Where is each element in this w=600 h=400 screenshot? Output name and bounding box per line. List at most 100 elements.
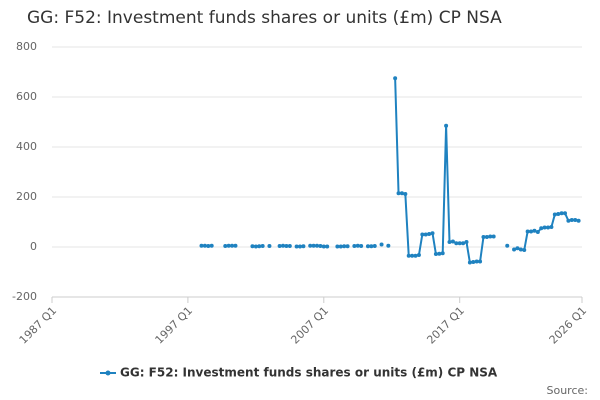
point — [481, 235, 486, 239]
point — [406, 253, 411, 258]
x-tick-label: 2026 Q1 — [547, 304, 590, 347]
point — [393, 76, 398, 81]
x-tick-label: 1987 Q1 — [17, 304, 60, 347]
x-tick-label: 2017 Q1 — [424, 304, 467, 347]
point — [206, 244, 211, 248]
point — [298, 244, 303, 249]
point — [287, 244, 292, 248]
point — [277, 244, 282, 248]
point — [552, 212, 557, 217]
point — [423, 232, 428, 237]
y-tick-label: 600 — [16, 90, 37, 103]
y-tick-label: 200 — [16, 190, 37, 203]
point — [257, 244, 262, 249]
point — [199, 243, 204, 248]
point — [365, 244, 370, 249]
point — [529, 229, 534, 234]
point — [542, 225, 547, 230]
chart-title: GG: F52: Investment funds shares or unit… — [27, 8, 502, 28]
point — [416, 253, 421, 257]
point — [386, 243, 391, 248]
point — [355, 243, 360, 248]
point — [569, 218, 574, 222]
point — [573, 218, 578, 222]
point — [403, 192, 408, 196]
point — [284, 244, 289, 248]
point — [546, 225, 551, 230]
point — [345, 244, 350, 249]
point — [253, 244, 258, 249]
point — [515, 246, 520, 251]
point — [209, 243, 214, 248]
y-tick-label: 400 — [16, 140, 37, 153]
point — [311, 243, 316, 248]
point — [444, 123, 449, 128]
x-tick-label: 1997 Q1 — [153, 304, 196, 347]
point — [342, 244, 347, 249]
point — [556, 212, 561, 216]
point — [372, 244, 377, 248]
series-line — [201, 78, 579, 264]
point — [464, 240, 469, 244]
point — [457, 241, 462, 246]
point — [522, 248, 527, 252]
point — [447, 240, 452, 244]
point — [325, 244, 330, 249]
point — [396, 191, 401, 196]
point — [338, 244, 343, 249]
point — [226, 243, 231, 248]
point — [532, 228, 537, 233]
point — [525, 229, 530, 234]
point — [301, 244, 306, 249]
point — [430, 231, 435, 236]
point — [260, 244, 265, 248]
point — [433, 252, 438, 256]
point — [461, 241, 466, 246]
point — [352, 244, 357, 248]
point — [559, 211, 564, 216]
point — [478, 259, 483, 264]
point — [491, 234, 496, 239]
point — [576, 218, 581, 223]
point — [505, 243, 510, 248]
point — [437, 251, 442, 256]
point — [281, 243, 286, 248]
point — [467, 260, 472, 265]
source: Source: — [547, 384, 589, 397]
point — [413, 253, 418, 258]
x-tick-label: 2007 Q1 — [289, 304, 332, 347]
point — [427, 232, 432, 236]
legend-label: GG: F52: Investment funds shares or unit… — [120, 366, 498, 380]
point — [230, 243, 235, 248]
point — [488, 234, 493, 239]
point — [535, 230, 540, 234]
point — [315, 243, 319, 248]
point — [223, 244, 228, 248]
point — [379, 242, 384, 247]
point — [321, 244, 326, 249]
point — [566, 218, 571, 223]
point — [202, 243, 207, 248]
point — [359, 244, 364, 248]
point — [267, 244, 272, 248]
point — [399, 191, 404, 196]
point — [369, 244, 374, 249]
point — [474, 259, 479, 264]
point — [484, 235, 489, 239]
y-tick-label: 800 — [16, 40, 37, 53]
y-tick-label: -200 — [12, 290, 37, 303]
point — [549, 225, 554, 229]
point — [512, 247, 517, 252]
point — [308, 243, 313, 248]
point — [454, 241, 459, 246]
point — [420, 232, 425, 237]
point — [518, 247, 523, 252]
point — [250, 244, 255, 249]
point — [410, 253, 415, 258]
point — [318, 244, 323, 248]
point — [294, 244, 299, 249]
point — [539, 226, 544, 231]
legend-marker — [105, 370, 111, 376]
